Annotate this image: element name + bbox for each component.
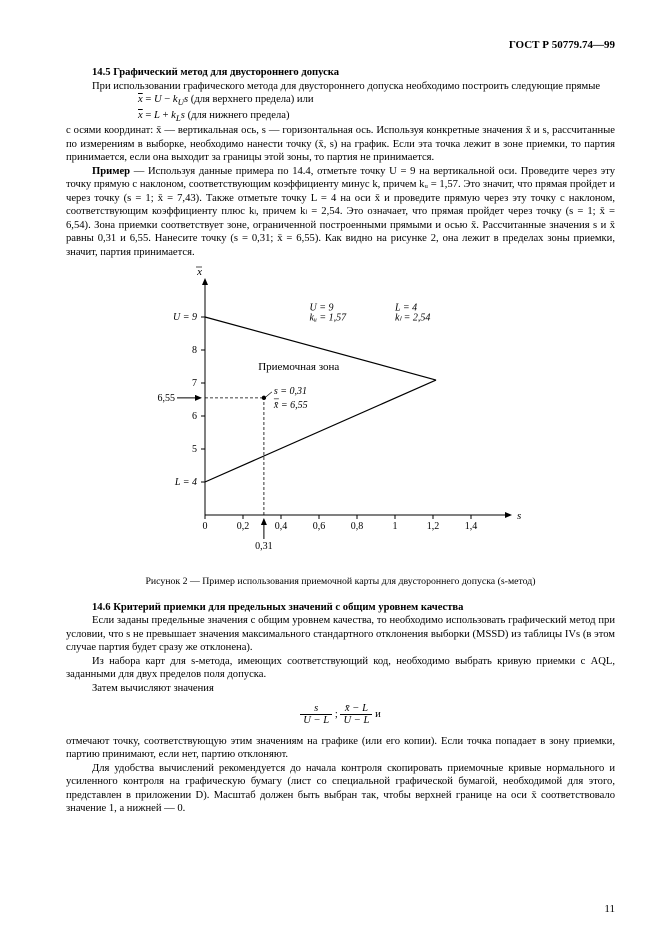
page: ГОСТ Р 50779.74—99 14.5 Графический мето… xyxy=(0,0,661,936)
svg-text:Приемочная зона: Приемочная зона xyxy=(258,361,339,373)
svg-text:0,6: 0,6 xyxy=(312,521,325,532)
page-number: 11 xyxy=(604,902,615,916)
svg-text:s: s xyxy=(517,510,521,522)
s14-5-example: Пример — Используя данные примера по 14.… xyxy=(66,165,615,260)
svg-text:5: 5 xyxy=(192,444,197,455)
svg-text:U = 9: U = 9 xyxy=(173,312,197,323)
svg-text:6,55: 6,55 xyxy=(157,393,175,404)
example-label: Пример xyxy=(92,166,130,177)
svg-text:s = 0,31: s = 0,31 xyxy=(273,386,306,397)
svg-text:1,4: 1,4 xyxy=(464,521,477,532)
svg-text:x: x xyxy=(196,266,202,278)
s14-6-p1: Если заданы предельные значения с общим … xyxy=(66,614,615,655)
s14-6-p2: Из набора карт для s-метода, имеющих соо… xyxy=(66,655,615,682)
s14-6-p5: Для удобства вычислений рекомендуется до… xyxy=(66,762,615,816)
s14-6-p4: отмечают точку, соответствующую этим зна… xyxy=(66,735,615,762)
s14-6-p3: Затем вычисляют значения xyxy=(66,682,615,696)
s14-5-p2: с осями координат: x̄ — вертикальная ось… xyxy=(66,124,615,165)
doc-header: ГОСТ Р 50779.74—99 xyxy=(66,38,615,52)
svg-text:x̄ = 6,55: x̄ = 6,55 xyxy=(272,400,307,411)
chart-svg: s x 0 0,2 0,4 0,6 0,8 1 1,2 1,4 0,31 5 6 7 8 U = 9 L = 4… xyxy=(151,265,531,565)
svg-text:kₗ = 2,54: kₗ = 2,54 xyxy=(395,313,430,324)
svg-text:kᵤ = 1,57: kᵤ = 1,57 xyxy=(309,313,347,324)
sec-14-5-title-line: 14.5 Графический метод для двустороннего… xyxy=(66,66,615,80)
s14-5-f1b: x = L + kLs (для нижнего предела) xyxy=(138,109,615,124)
example-body: — Используя данные примера по 14.4, отме… xyxy=(66,166,615,258)
svg-text:6: 6 xyxy=(192,411,197,422)
svg-text:8: 8 xyxy=(192,345,197,356)
svg-text:0: 0 xyxy=(202,521,207,532)
s14-5-f1a: x = U − kUs (для верхнего предела) или xyxy=(138,93,615,108)
svg-text:L = 4: L = 4 xyxy=(173,477,196,488)
svg-text:0,4: 0,4 xyxy=(274,521,287,532)
frac-1: s U − L xyxy=(300,703,332,726)
sec-14-6-title: 14.6 Критерий приемки для предельных зна… xyxy=(92,602,463,613)
svg-text:1: 1 xyxy=(392,521,397,532)
sec-14-5-title: 14.5 Графический метод для двустороннего… xyxy=(92,67,339,78)
svg-text:0,2: 0,2 xyxy=(236,521,249,532)
s14-5-p1: При использовании графического метода дл… xyxy=(66,80,615,94)
svg-text:1,2: 1,2 xyxy=(426,521,439,532)
svg-text:0,31: 0,31 xyxy=(255,541,273,552)
figure-caption: Рисунок 2 — Пример использования приемоч… xyxy=(66,576,615,589)
sec-14-6-title-line: 14.6 Критерий приемки для предельных зна… xyxy=(66,601,615,615)
acceptance-chart: s x 0 0,2 0,4 0,6 0,8 1 1,2 1,4 0,31 5 6 7 8 U = 9 L = 4… xyxy=(151,265,531,570)
svg-text:0,8: 0,8 xyxy=(350,521,363,532)
s14-6-formula: s U − L ; x̄ − L U − L и xyxy=(66,703,615,726)
svg-text:7: 7 xyxy=(192,378,197,389)
frac-2: x̄ − L U − L xyxy=(340,703,372,726)
